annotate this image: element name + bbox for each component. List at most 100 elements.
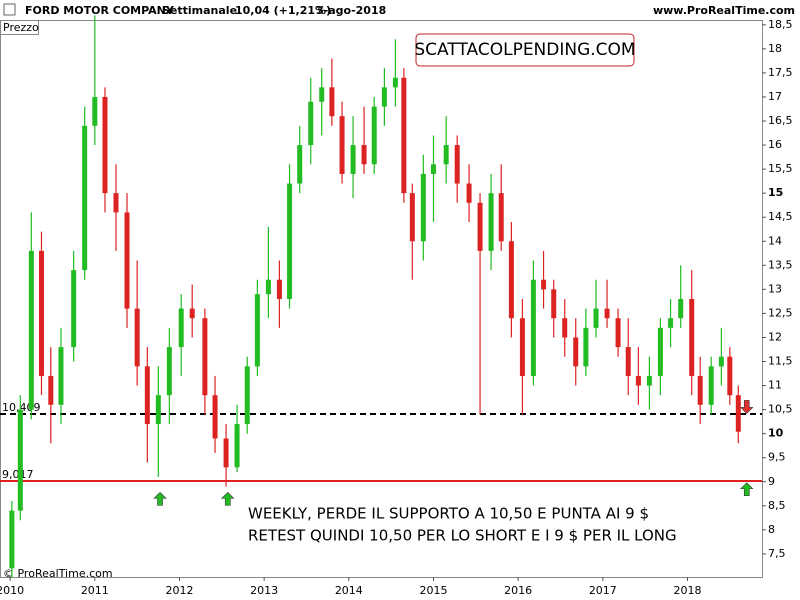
candle-body bbox=[604, 308, 610, 319]
period: Settimanale bbox=[162, 4, 237, 17]
y-tick-label: 12,5 bbox=[768, 306, 793, 319]
candle-body bbox=[48, 375, 54, 405]
candle-body bbox=[223, 438, 229, 468]
candle-body bbox=[593, 308, 599, 328]
arrow bbox=[740, 400, 754, 414]
icon bbox=[3, 3, 16, 16]
candle-body bbox=[727, 356, 733, 396]
candle-body bbox=[297, 145, 303, 184]
candle-body bbox=[212, 395, 218, 439]
x-tick-label: 2015 bbox=[419, 584, 447, 597]
x-tick-label: 2018 bbox=[673, 584, 701, 597]
y-tick-label: 18,5 bbox=[768, 18, 793, 31]
candle-body bbox=[350, 145, 356, 174]
date: 3-ago-2018 bbox=[316, 4, 386, 17]
candle-body bbox=[488, 193, 494, 251]
candle-body bbox=[735, 395, 741, 432]
y-tick-label: 10,5 bbox=[768, 403, 793, 416]
y-tick-label: 17 bbox=[768, 90, 782, 103]
y-tick-label: 10 bbox=[768, 427, 784, 440]
candle-body bbox=[134, 308, 140, 367]
y-tick-label: 8,5 bbox=[768, 499, 786, 512]
candle-body bbox=[244, 366, 250, 425]
candle-body bbox=[102, 96, 108, 194]
candle-body bbox=[189, 308, 195, 319]
x-tick-label: 2013 bbox=[250, 584, 278, 597]
x-tick-label: 2016 bbox=[504, 584, 532, 597]
y-tick-label: 9 bbox=[768, 475, 775, 488]
level-label: 9,017 bbox=[2, 468, 34, 481]
candle-body bbox=[254, 294, 260, 367]
candle-body bbox=[92, 96, 98, 126]
candle-body bbox=[409, 193, 415, 242]
candle-body bbox=[615, 318, 621, 348]
candle-body bbox=[689, 298, 695, 376]
candle-body bbox=[718, 356, 724, 367]
copyright: © ProRealTime.com bbox=[3, 567, 113, 580]
candle-body bbox=[508, 241, 514, 319]
y-tick-label: 17,5 bbox=[768, 66, 793, 79]
plot-frame bbox=[0, 20, 763, 578]
y-tick-label: 15,5 bbox=[768, 162, 793, 175]
candle-body bbox=[430, 164, 436, 174]
y-tick-label: 11 bbox=[768, 379, 782, 392]
annotation-line: WEEKLY, PERDE IL SUPPORTO A 10,50 E PUNT… bbox=[248, 505, 649, 523]
candle-body bbox=[625, 347, 631, 376]
candle-body bbox=[38, 250, 44, 376]
y-tick-label: 12 bbox=[768, 330, 782, 343]
candle-body bbox=[17, 409, 23, 511]
candle-body bbox=[113, 193, 119, 213]
y-tick-label: 16 bbox=[768, 138, 782, 151]
candle-body bbox=[443, 145, 449, 165]
candle-body bbox=[541, 279, 547, 290]
y-tick-label: 14 bbox=[768, 234, 782, 247]
candle-body bbox=[392, 77, 398, 88]
candle-body bbox=[635, 375, 641, 386]
candle-body bbox=[551, 289, 557, 319]
annotation-line: RETEST QUINDI 10,50 PER LO SHORT E I 9 $… bbox=[248, 527, 677, 545]
candle-body bbox=[234, 424, 240, 468]
y-tick-label: 7,5 bbox=[768, 547, 786, 560]
candle-body bbox=[71, 270, 77, 348]
candle-body bbox=[519, 318, 525, 376]
candle-body bbox=[155, 395, 161, 425]
candle-body bbox=[361, 145, 367, 165]
candle-body bbox=[202, 318, 208, 396]
candle-body bbox=[58, 347, 64, 405]
x-tick-label: 2011 bbox=[81, 584, 109, 597]
candle-body bbox=[466, 183, 472, 203]
last-quote: 10,04 (+1,21%) bbox=[235, 4, 331, 17]
candle-body bbox=[178, 308, 184, 348]
y-tick-label: 8 bbox=[768, 523, 775, 536]
candle-body bbox=[276, 279, 282, 299]
candle-body bbox=[339, 116, 345, 174]
x-tick-label: 2010 bbox=[0, 584, 24, 597]
candle-body bbox=[562, 318, 568, 338]
candle-body bbox=[454, 145, 460, 184]
x-tick-label: 2012 bbox=[165, 584, 193, 597]
candle-body bbox=[477, 202, 483, 251]
candle-body bbox=[401, 77, 407, 194]
candle-body bbox=[124, 212, 130, 309]
candle-body bbox=[82, 125, 88, 271]
candle-body bbox=[265, 279, 271, 295]
candle-body bbox=[144, 366, 150, 425]
candle-body bbox=[319, 87, 325, 102]
candle-body bbox=[166, 347, 172, 396]
candle-body bbox=[329, 87, 335, 117]
y-tick-label: 18 bbox=[768, 42, 782, 55]
panel-label-box bbox=[0, 20, 39, 35]
y-tick-label: 15 bbox=[768, 186, 783, 199]
candle-body bbox=[697, 375, 703, 405]
candle-body bbox=[381, 87, 387, 107]
candle-body bbox=[308, 101, 314, 146]
x-tick-label: 2014 bbox=[335, 584, 363, 597]
candle-body bbox=[708, 366, 714, 405]
arrow bbox=[740, 482, 754, 497]
candle-body bbox=[657, 327, 663, 376]
site: www.ProRealTime.com bbox=[653, 4, 795, 17]
panel-label: Prezzo bbox=[3, 21, 39, 34]
y-tick-label: 11,5 bbox=[768, 355, 793, 368]
candle-body bbox=[287, 183, 293, 299]
